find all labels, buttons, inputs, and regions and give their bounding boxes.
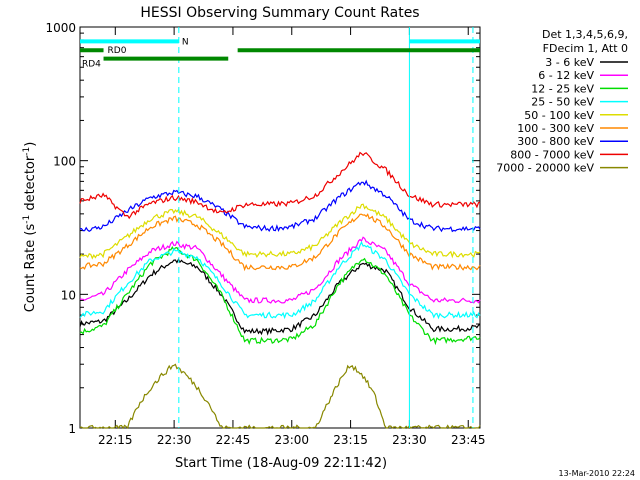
legend-label-4: 50 - 100 keV <box>524 109 594 122</box>
series-line-5 <box>79 213 481 272</box>
x-tick-label-1: 22:30 <box>157 433 192 447</box>
x-tick-label-3: 23:00 <box>274 433 309 447</box>
legend-label-0: 3 - 6 keV <box>545 56 594 69</box>
legend-label-1: 6 - 12 keV <box>538 69 594 82</box>
flag-label-1: RD0 <box>108 46 127 56</box>
series-line-6 <box>79 179 481 233</box>
series-line-2 <box>79 245 481 346</box>
y-tick-label-1: 10 <box>61 288 76 302</box>
legend-label-2: 12 - 25 keV <box>531 82 594 95</box>
plot-area: 22:15 22:30 22:45 23:00 23:15 23:30 23:45 1 10 10… <box>45 21 485 447</box>
flag-label-0: N <box>182 37 189 47</box>
legend-label-3: 25 - 50 keV <box>531 96 594 109</box>
x-axis-label: Start Time (18-Aug-09 22:11:42) <box>175 456 387 471</box>
series-line-4 <box>79 203 481 260</box>
x-tick-label-4: 23:15 <box>333 433 368 447</box>
legend-label-7: 800 - 7000 keV <box>510 148 594 161</box>
y-axis-label: Count Rate (s-1 detector-1) <box>22 142 38 313</box>
x-tick-label-0: 22:15 <box>98 433 133 447</box>
series-line-1 <box>79 236 481 304</box>
legend-header-2: FDecim 1, Att 0 <box>543 42 628 55</box>
chart-title: HESSI Observing Summary Count Rates <box>140 5 419 21</box>
y-label-end: ) <box>23 142 38 147</box>
x-tick-label-2: 22:45 <box>216 433 251 447</box>
legend: Det 1,3,4,5,6,9, FDecim 1, Att 0 3 - 6 k… <box>496 28 628 175</box>
y-tick-label-0: 1 <box>68 422 76 436</box>
legend-label-6: 300 - 800 keV <box>517 135 594 148</box>
legend-label-8: 7000 - 20000 keV <box>496 162 594 175</box>
series-line-8 <box>79 363 481 430</box>
footer-timestamp: 13-Mar-2010 22:24 <box>559 469 636 478</box>
y-label-sup1: -1 <box>22 215 32 224</box>
y-label-main: Count Rate (s <box>23 224 38 313</box>
y-label-mid: detector <box>23 155 38 215</box>
series-line-0 <box>79 257 481 336</box>
flag-label-2: RD4 <box>82 60 101 70</box>
legend-label-5: 100 - 300 keV <box>517 122 594 135</box>
y-tick-label-3: 1000 <box>45 21 76 35</box>
y-label-sup2: -1 <box>22 147 32 156</box>
series-line-7 <box>79 151 481 220</box>
series-line-3 <box>79 240 481 320</box>
x-tick-label-6: 23:45 <box>451 433 486 447</box>
y-tick-label-2: 100 <box>53 155 76 169</box>
legend-header-1: Det 1,3,4,5,6,9, <box>542 28 628 41</box>
x-tick-label-5: 23:30 <box>392 433 427 447</box>
